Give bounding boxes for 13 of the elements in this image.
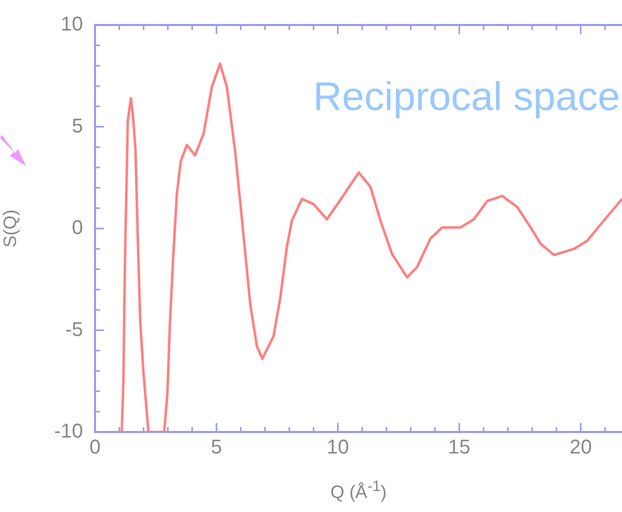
annotation: Reciprocal space <box>313 75 620 119</box>
x-tick-label: 15 <box>448 436 470 459</box>
y-tick-label: 0 <box>72 217 83 240</box>
y-tick-label: -5 <box>65 318 83 341</box>
x-tick-label: 5 <box>210 436 222 459</box>
y-tick-label: 10 <box>60 14 83 36</box>
x-tick-label: 20 <box>570 436 592 459</box>
x-axis-title: Q (Å$^{-1}$) <box>329 478 388 503</box>
y-tick-label: 5 <box>72 115 83 138</box>
y-tick-label: -10 <box>54 420 83 443</box>
y-axis-title: S(Q) <box>0 210 20 248</box>
x-tick-label: 0 <box>89 436 101 459</box>
x-tick-label: 10 <box>326 436 349 459</box>
